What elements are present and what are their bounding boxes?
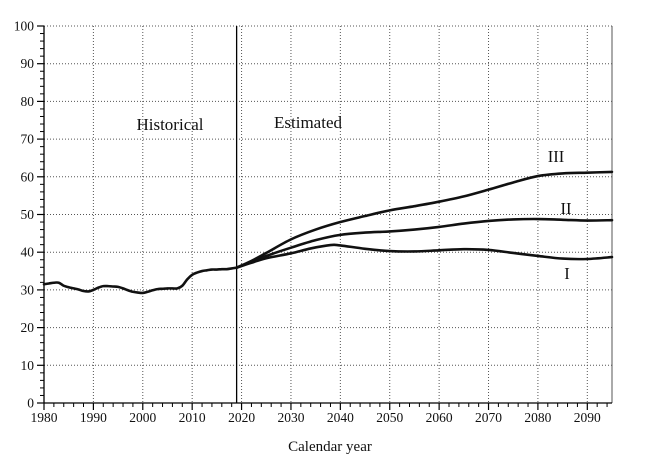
curve-label-alternative-II: II (561, 199, 572, 218)
x-tick-label-2060: 2060 (426, 410, 453, 425)
x-tick-label-1990: 1990 (80, 410, 107, 425)
x-tick-label-2090: 2090 (574, 410, 601, 425)
x-tick-label-2020: 2020 (228, 410, 255, 425)
y-tick-label-30: 30 (21, 282, 35, 297)
x-tick-label-2080: 2080 (524, 410, 551, 425)
curve-label-alternative-III: III (548, 147, 564, 166)
curve-label-alternative-I: I (564, 264, 570, 283)
y-tick-label-80: 80 (21, 94, 35, 109)
x-axis-title: Calendar year (288, 439, 372, 455)
y-tick-label-100: 100 (14, 19, 35, 34)
x-tick-label-2000: 2000 (129, 410, 156, 425)
estimated-zone-label: Estimated (274, 113, 342, 132)
curve-ii (235, 217, 614, 269)
y-tick-label-90: 90 (21, 56, 35, 71)
y-tick-label-40: 40 (21, 245, 35, 260)
x-tick-label-2040: 2040 (327, 410, 354, 425)
curve-historical (42, 266, 238, 295)
historical-zone-label: Historical (136, 115, 203, 134)
x-tick-label-2070: 2070 (475, 410, 502, 425)
y-tick-label-60: 60 (21, 169, 35, 184)
x-tick-label-1980: 1980 (31, 410, 58, 425)
x-tick-label-2050: 2050 (376, 410, 403, 425)
y-tick-label-50: 50 (21, 207, 35, 222)
y-tick-label-10: 10 (21, 358, 35, 373)
x-tick-label-2010: 2010 (179, 410, 206, 425)
y-tick-label-20: 20 (21, 320, 35, 335)
curve-iii (235, 170, 614, 269)
y-tick-label-70: 70 (21, 132, 35, 147)
y-tick-label-0: 0 (27, 396, 34, 411)
curve-i (235, 243, 614, 269)
x-tick-label-2030: 2030 (277, 410, 304, 425)
